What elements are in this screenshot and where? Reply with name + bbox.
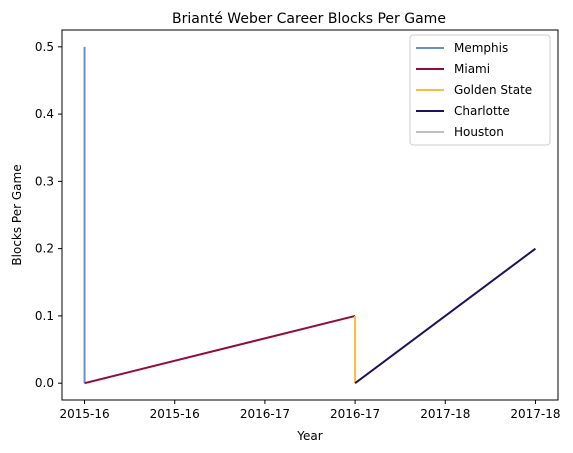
legend-label: Charlotte [454,104,510,118]
legend: Memphis Miami Golden State Charlotte Houston [409,34,551,146]
legend-label: Memphis [454,41,508,55]
y-tick-label: 0.0 [35,376,54,390]
x-axis: 2015-16 2015-16 2016-17 2016-17 2017-18 2017-… [59,400,561,421]
legend-box [409,34,551,146]
x-tick-label: 2016-17 [240,407,290,421]
plot-frame [61,29,559,401]
y-tick-label: 0.2 [35,242,54,256]
legend-label: Houston [454,125,504,139]
x-tick-label: 2017-18 [510,407,560,421]
legend-label: Miami [454,62,490,76]
x-tick-label: 2015-16 [59,407,109,421]
y-tick-label: 0.5 [35,40,54,54]
y-tick-label: 0.3 [35,174,54,188]
y-axis: 0.0 0.1 0.2 0.3 0.4 0.5 [35,40,62,390]
chart-title: Brianté Weber Career Blocks Per Game [172,11,446,27]
y-axis-label: Blocks Per Game [10,164,24,265]
legend-label: Golden State [454,83,532,97]
series-line-charlotte [354,247,537,384]
x-axis-label: Year [296,429,322,443]
series-line-miami [84,314,356,385]
y-tick-label: 0.1 [35,309,54,323]
x-tick-label: 2015-16 [150,407,200,421]
x-tick-label: 2017-18 [420,407,470,421]
x-tick-label: 2016-17 [330,407,380,421]
y-tick-label: 0.4 [35,107,54,121]
series-layer [83,46,537,385]
